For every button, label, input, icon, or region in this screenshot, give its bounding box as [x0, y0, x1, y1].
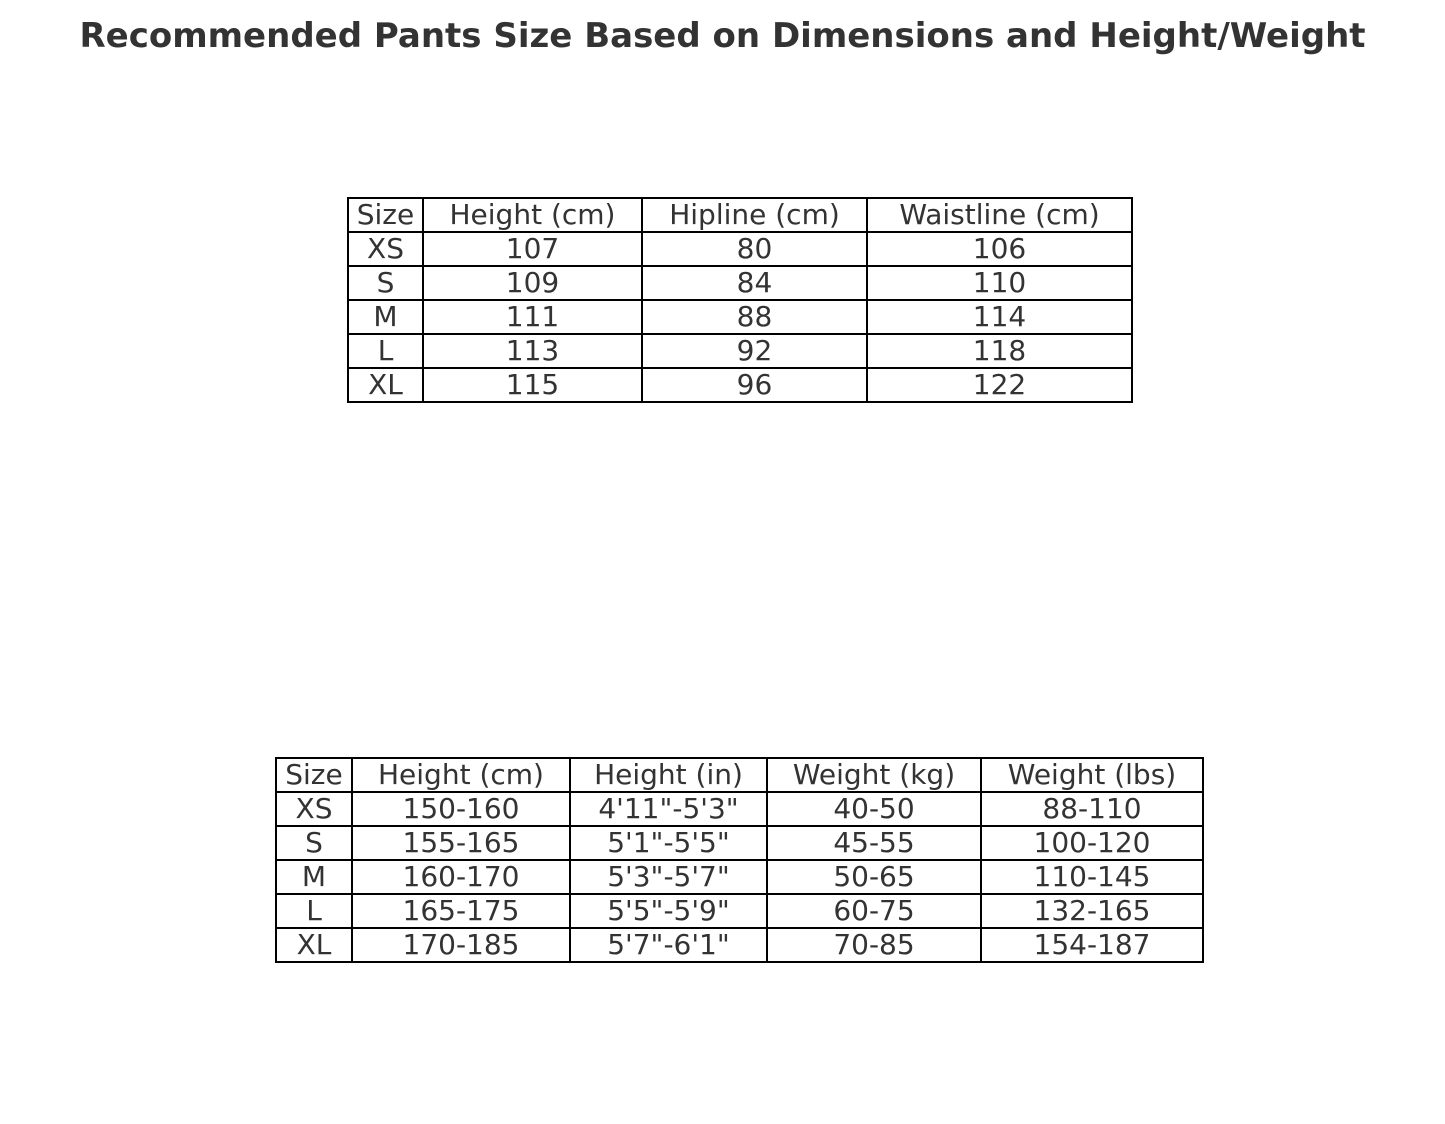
column-header: Weight (lbs)	[980, 757, 1204, 793]
table-cell: 107	[422, 231, 643, 267]
table-cell: 110	[866, 265, 1133, 301]
table-cell: 109	[422, 265, 643, 301]
column-header: Hipline (cm)	[641, 197, 868, 233]
table-cell: 110-145	[980, 859, 1204, 895]
table-row: S 155-165 5'1"-5'5" 45-55 100-120	[275, 825, 1204, 861]
table-cell: 150-160	[351, 791, 571, 827]
dimensions-table: Size Height (cm) Hipline (cm) Waistline (cm…	[347, 197, 1133, 403]
table-cell: 88	[641, 299, 868, 335]
table-cell: 100-120	[980, 825, 1204, 861]
column-header: Size	[347, 197, 424, 233]
column-header: Size	[275, 757, 353, 793]
table-cell: XL	[275, 927, 353, 963]
table-row: M 111 88 114	[347, 299, 1133, 335]
table-cell: 50-65	[766, 859, 982, 895]
table-row: L 165-175 5'5"-5'9" 60-75 132-165	[275, 893, 1204, 929]
table-cell: S	[347, 265, 424, 301]
table-cell: 5'1"-5'5"	[569, 825, 768, 861]
table-cell: 5'5"-5'9"	[569, 893, 768, 929]
table-cell: 84	[641, 265, 868, 301]
table-cell: 40-50	[766, 791, 982, 827]
chart-title: Recommended Pants Size Based on Dimensio…	[79, 16, 1366, 56]
table-cell: 165-175	[351, 893, 571, 929]
table-row: L 113 92 118	[347, 333, 1133, 369]
table-cell: 106	[866, 231, 1133, 267]
table-row: M 160-170 5'3"-5'7" 50-65 110-145	[275, 859, 1204, 895]
header-row: Size Height (cm) Height (in) Weight (kg) Wei…	[275, 757, 1204, 793]
table-cell: S	[275, 825, 353, 861]
table-row: XS 107 80 106	[347, 231, 1133, 267]
table-cell: 154-187	[980, 927, 1204, 963]
table-cell: 118	[866, 333, 1133, 369]
table-cell: L	[275, 893, 353, 929]
header-row: Size Height (cm) Hipline (cm) Waistline (cm…	[347, 197, 1133, 233]
table-cell: 5'3"-5'7"	[569, 859, 768, 895]
table-cell: 170-185	[351, 927, 571, 963]
table-cell: 160-170	[351, 859, 571, 895]
height-weight-table: Size Height (cm) Height (in) Weight (kg) Wei…	[275, 757, 1204, 963]
column-header: Height (cm)	[422, 197, 643, 233]
table-cell: 96	[641, 367, 868, 403]
table-cell: 113	[422, 333, 643, 369]
table-cell: 4'11"-5'3"	[569, 791, 768, 827]
table-cell: 114	[866, 299, 1133, 335]
table-cell: 111	[422, 299, 643, 335]
table-row: XL 170-185 5'7"-6'1" 70-85 154-187	[275, 927, 1204, 963]
table-cell: 5'7"-6'1"	[569, 927, 768, 963]
table-cell: 60-75	[766, 893, 982, 929]
table-cell: XS	[275, 791, 353, 827]
table-cell: 45-55	[766, 825, 982, 861]
table-row: XL 115 96 122	[347, 367, 1133, 403]
table-cell: XS	[347, 231, 424, 267]
table-cell: 122	[866, 367, 1133, 403]
table-cell: L	[347, 333, 424, 369]
column-header: Height (cm)	[351, 757, 571, 793]
table-row: XS 150-160 4'11"-5'3" 40-50 88-110	[275, 791, 1204, 827]
table-cell: 88-110	[980, 791, 1204, 827]
table-cell: 80	[641, 231, 868, 267]
table-cell: 92	[641, 333, 868, 369]
table-cell: 155-165	[351, 825, 571, 861]
table-cell: M	[347, 299, 424, 335]
table-cell: M	[275, 859, 353, 895]
table-row: S 109 84 110	[347, 265, 1133, 301]
column-header: Weight (kg)	[766, 757, 982, 793]
table-cell: 115	[422, 367, 643, 403]
table-cell: XL	[347, 367, 424, 403]
table-cell: 70-85	[766, 927, 982, 963]
column-header: Height (in)	[569, 757, 768, 793]
table-cell: 132-165	[980, 893, 1204, 929]
column-header: Waistline (cm)	[866, 197, 1133, 233]
